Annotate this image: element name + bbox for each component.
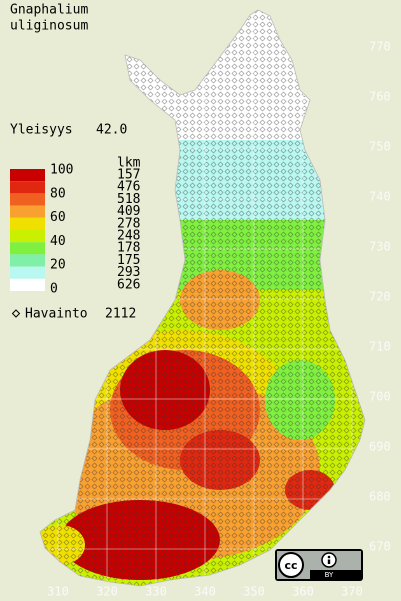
- legend-swatch: [10, 169, 45, 182]
- legend-count: 409: [117, 204, 140, 219]
- y-tick-label: 720: [369, 290, 391, 304]
- legend-count: 175: [117, 253, 140, 268]
- x-tick-label: 330: [145, 585, 167, 599]
- y-tick-label: 710: [369, 340, 391, 354]
- x-tick-label: 360: [292, 585, 314, 599]
- title-line: uliginosum: [10, 19, 88, 34]
- frequency-label: Yleisyys: [10, 123, 73, 138]
- legend-swatch: [10, 205, 45, 218]
- legend-swatch: [10, 230, 45, 243]
- legend-swatch: [10, 217, 45, 230]
- legend-scale-label: 80: [50, 186, 66, 201]
- y-tick-label: 760: [369, 90, 391, 104]
- y-tick-label: 740: [369, 190, 391, 204]
- legend-swatch: [10, 181, 45, 194]
- legend-count: 518: [117, 192, 140, 207]
- legend-swatch: [10, 278, 45, 291]
- x-tick-label: 310: [47, 585, 69, 599]
- svg-text:cc: cc: [284, 559, 297, 572]
- y-tick-label: 730: [369, 240, 391, 254]
- observation-marker-icon: [11, 309, 21, 318]
- legend-scale-label: 100: [50, 163, 73, 178]
- legend-swatch: [10, 242, 45, 255]
- legend-count: 293: [117, 265, 140, 280]
- title-line: Gnaphalium: [10, 3, 88, 18]
- x-tick-label: 320: [96, 585, 118, 599]
- y-tick-label: 680: [369, 490, 391, 504]
- license-badge: cc BY: [275, 549, 363, 581]
- observations-value: 2112: [105, 307, 136, 322]
- y-tick-label: 690: [369, 440, 391, 454]
- y-tick-label: 770: [369, 40, 391, 54]
- country-outline: [39, 9, 366, 587]
- observations-label: Havainto: [25, 307, 88, 322]
- x-tick-label: 340: [194, 585, 216, 599]
- legend-count: 248: [117, 229, 140, 244]
- legend-count: 157: [117, 168, 140, 183]
- legend-count: 178: [117, 241, 140, 256]
- legend-count: 476: [117, 180, 140, 195]
- legend-scale-label: 0: [50, 282, 58, 297]
- y-tick-label: 670: [369, 540, 391, 554]
- x-tick-label: 350: [243, 585, 265, 599]
- legend-swatch: [10, 193, 45, 206]
- legend-swatch: [10, 266, 45, 279]
- y-tick-label: 700: [369, 390, 391, 404]
- legend-scale-label: 40: [50, 234, 66, 249]
- legend-swatch: [10, 254, 45, 267]
- frequency-value: 42.0: [96, 123, 127, 138]
- x-tick-label: 370: [341, 585, 363, 599]
- license-label: BY: [325, 571, 334, 579]
- legend-scale-label: 60: [50, 210, 66, 225]
- legend-scale-label: 20: [50, 258, 66, 273]
- legend-count: 278: [117, 216, 140, 231]
- count-header: lkm: [117, 156, 141, 171]
- legend-count: 626: [117, 277, 140, 292]
- y-tick-label: 750: [369, 140, 391, 154]
